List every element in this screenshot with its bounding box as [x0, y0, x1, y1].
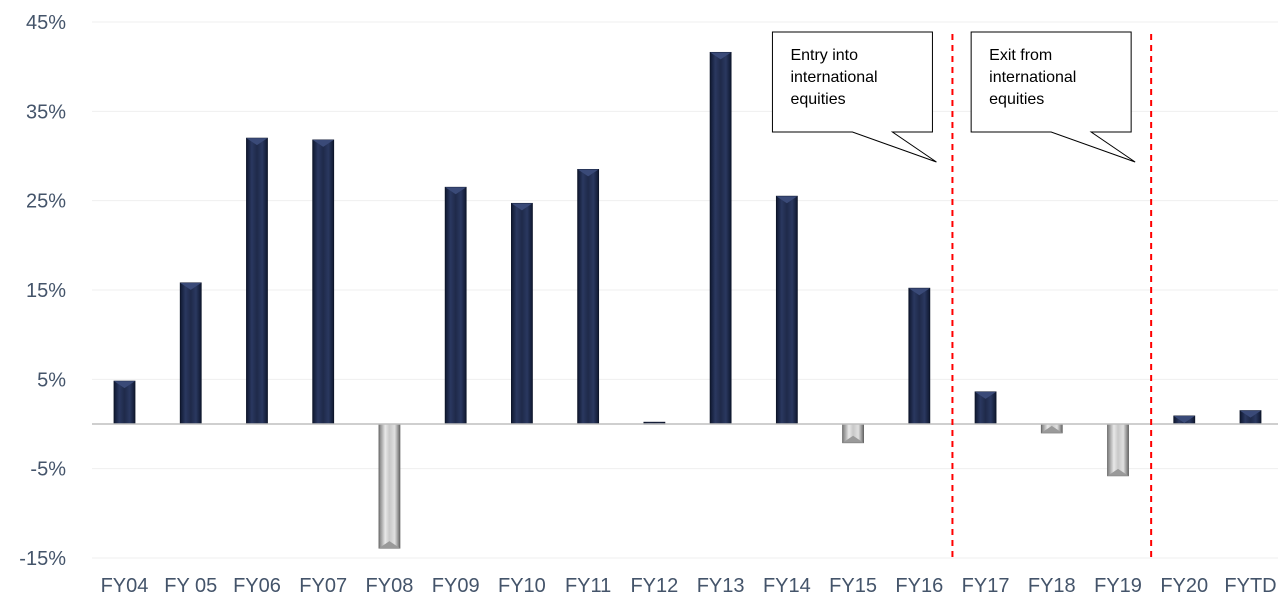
bar-bevel [1041, 425, 1063, 433]
callout-box: Entry into international equities [771, 31, 937, 163]
bar-body [179, 282, 202, 425]
bar [1040, 423, 1063, 434]
bar [179, 282, 202, 425]
bar [974, 391, 997, 425]
callout-box: Exit from international equities [970, 31, 1136, 163]
bar-bevel [1173, 415, 1195, 423]
x-tick-label: FY17 [962, 575, 1010, 597]
y-tick-label: -15% [19, 548, 66, 570]
bar [1173, 415, 1196, 425]
bar [511, 202, 533, 425]
x-tick-label: FY20 [1160, 575, 1208, 597]
bar [378, 423, 401, 549]
bar-body [511, 202, 533, 425]
bar [1239, 410, 1262, 425]
y-tick-label: 45% [26, 12, 66, 34]
x-tick-label: FY08 [366, 575, 414, 597]
bar [312, 139, 335, 425]
bar-bevel [511, 203, 533, 211]
bar [577, 168, 600, 425]
bar-body [246, 137, 268, 425]
bar-bevel [378, 541, 400, 549]
y-tick-label: 25% [26, 191, 66, 213]
x-tick-label: FY11 [565, 575, 611, 597]
bar [908, 287, 931, 425]
bar-bevel [246, 138, 268, 146]
y-tick-label: 15% [26, 280, 66, 302]
x-tick-label: FY18 [1028, 575, 1076, 597]
x-tick-label: FY15 [829, 575, 877, 597]
bar-body [908, 287, 931, 425]
bar [444, 186, 467, 425]
bar-bevel [908, 288, 930, 296]
callout-text-line: international [790, 69, 877, 86]
callout-text-line: Exit from [989, 47, 1052, 64]
x-tick-label: FY06 [233, 575, 281, 597]
bar-bevel [975, 391, 997, 399]
y-tick-label: 35% [26, 101, 66, 123]
bar-body [775, 195, 798, 425]
callout-text-line: Entry into [790, 47, 858, 64]
x-tick-label: FY14 [763, 575, 811, 597]
bar-bevel [1240, 410, 1261, 418]
x-tick-label: FY12 [630, 575, 678, 597]
bar-bevel [114, 381, 135, 389]
bar-bevel [180, 282, 202, 290]
callout-text-line: equities [989, 91, 1044, 108]
x-tick-label: FY19 [1094, 575, 1142, 597]
x-tick-label: FY04 [101, 575, 149, 597]
bar [775, 195, 798, 425]
bar-bevel [842, 435, 864, 443]
bar [246, 137, 268, 425]
bar-bevel [776, 196, 798, 204]
bar-body [709, 51, 732, 425]
callout-shape [970, 31, 1136, 163]
callout-text-line: international [989, 69, 1076, 86]
x-tick-label: FY09 [432, 575, 480, 597]
y-tick-label: -5% [30, 459, 66, 481]
bar-bevel [710, 52, 732, 60]
bar-bevel [312, 139, 334, 147]
y-tick-label: 5% [37, 369, 66, 391]
bar-body [1107, 423, 1129, 477]
bar-body [444, 186, 467, 425]
bar [842, 423, 864, 444]
callout-text-line: equities [790, 91, 845, 108]
x-tick-label: FY16 [895, 575, 943, 597]
x-tick-label: FY10 [498, 575, 546, 597]
x-tick-label: FY07 [299, 575, 347, 597]
bar-body [312, 139, 335, 425]
bar-body [378, 423, 401, 549]
x-tick-label: FYTD [1224, 575, 1276, 597]
bar-body [577, 168, 600, 425]
bar-bevel [445, 187, 467, 195]
bar-bevel [577, 169, 599, 177]
callout-shape [771, 31, 937, 163]
bar [709, 51, 732, 425]
bar [1107, 423, 1129, 477]
x-tick-label: FY 05 [164, 575, 217, 597]
bar [113, 380, 136, 425]
bar-bevel [1107, 468, 1129, 476]
x-tick-label: FY13 [697, 575, 745, 597]
